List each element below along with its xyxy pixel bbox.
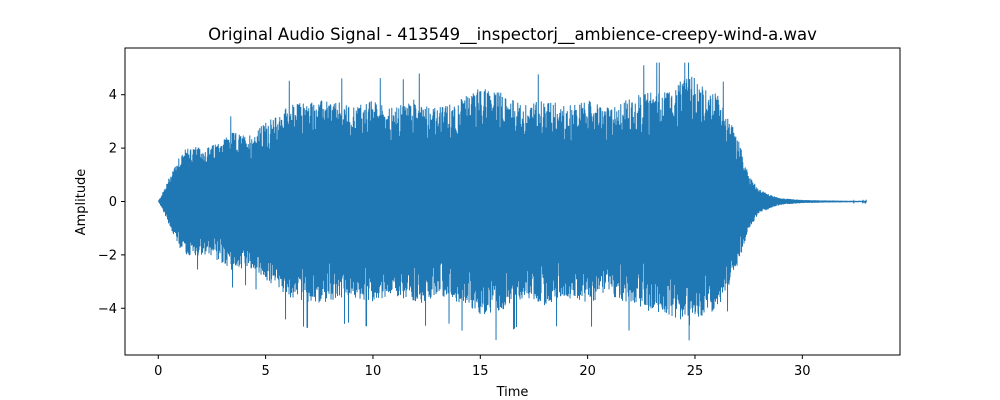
x-tick-label: 25 <box>687 364 704 379</box>
y-axis: −4 −2 0 2 4 <box>98 88 125 317</box>
x-tick-label: 20 <box>579 364 596 379</box>
x-tick-label: 15 <box>472 364 489 379</box>
waveform-series-line <box>158 62 868 341</box>
x-tick-label: 30 <box>794 364 811 379</box>
x-tick-label: 5 <box>261 364 269 379</box>
x-tick-label: 10 <box>365 364 382 379</box>
y-tick-label: 0 <box>109 195 117 210</box>
y-axis-label: Amplitude <box>74 169 89 236</box>
y-tick-label: 2 <box>109 142 117 157</box>
y-tick-label: −2 <box>98 248 117 263</box>
x-axis: 0 5 10 15 20 25 30 <box>154 355 811 379</box>
y-tick-label: 4 <box>109 88 117 103</box>
chart-title: Original Audio Signal - 413549__inspecto… <box>208 25 817 45</box>
x-axis-label: Time <box>496 385 529 400</box>
y-tick-label: −4 <box>98 302 117 317</box>
x-tick-label: 0 <box>154 364 162 379</box>
